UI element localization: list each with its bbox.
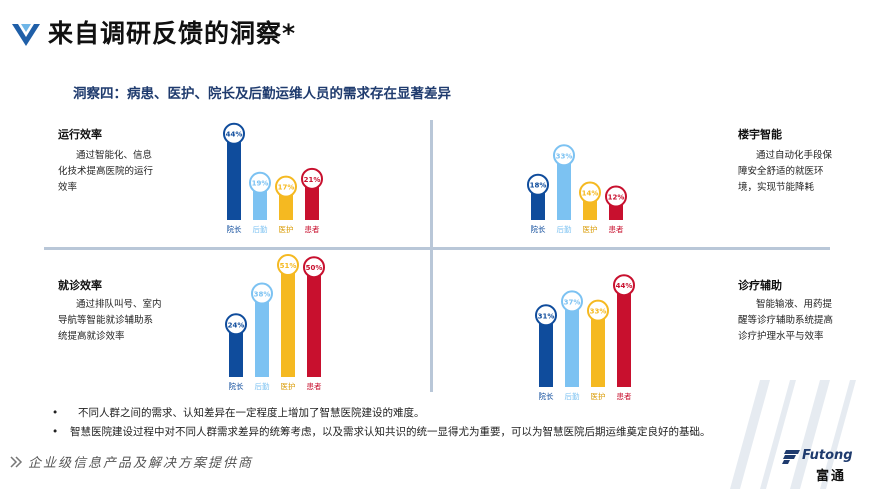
quad-desc-treatment: 智能输液、用药提醒等诊疗辅助系统提高诊疗护理水平与效率	[738, 299, 834, 342]
chart-building-intelligence: 18% 院长 33% 后勤 14% 医护 12% 患者	[527, 144, 627, 234]
data-label: 31%	[538, 312, 555, 320]
category-label: 后勤	[253, 224, 268, 234]
insight-subtitle: 洞察四：病患、医护、院长及后勤运维人员的需求存在显著差异	[73, 86, 451, 102]
chart-operation-efficiency: 44% 院长 19% 后勤 17% 医护 21% 患者	[223, 122, 323, 234]
data-label: 51%	[280, 262, 297, 270]
category-label: 患者	[307, 381, 322, 391]
bar-bubble	[561, 290, 583, 313]
bar-bubble	[301, 167, 323, 190]
note-bullet: •	[52, 407, 59, 419]
data-label: 24%	[228, 321, 245, 329]
category-label: 医护	[279, 224, 294, 234]
chart-treatment-assist: 31% 院长 37% 后勤 33% 医护 44% 患者	[535, 274, 635, 401]
data-label: 50%	[306, 264, 323, 272]
data-label: 44%	[616, 282, 633, 290]
bar-2	[565, 301, 579, 387]
bar-bubble	[587, 299, 609, 322]
futong-logo-icon	[782, 450, 800, 464]
category-label: 患者	[617, 391, 632, 401]
category-label: 后勤	[557, 224, 572, 234]
quad-desc-visit: 通过排队叫号、室内导航等智能就诊辅助系统提高就诊效率	[58, 299, 162, 342]
data-label: 21%	[304, 176, 321, 184]
data-label: 38%	[254, 291, 271, 299]
data-label: 19%	[252, 180, 269, 188]
bar-bubble	[605, 185, 627, 208]
note-item: • 智慧医院建设过程中对不同人群需求差异的统筹考虑，以及需求认知共识的统一显得尤…	[52, 423, 711, 442]
note-text: 智慧医院建设过程中对不同人群需求差异的统筹考虑，以及需求认知共识的统一显得尤为重…	[70, 426, 711, 438]
category-label: 院长	[227, 224, 242, 234]
bar-bubble	[223, 122, 245, 145]
page-title: 来自调研反馈的洞察*	[48, 19, 297, 48]
chevron-logo-icon	[12, 24, 40, 46]
data-label: 18%	[530, 182, 547, 190]
category-label: 医护	[281, 381, 296, 391]
data-label: 33%	[556, 152, 573, 160]
decorative-stripes	[730, 380, 856, 489]
bar-bubble	[275, 175, 297, 198]
bar-3	[281, 265, 295, 377]
bar-1	[229, 324, 243, 377]
bar-4	[617, 285, 631, 387]
quadrant-divider-vertical	[430, 120, 433, 392]
bar-bubble	[277, 254, 299, 276]
bar-bubble	[303, 256, 325, 279]
bar-2	[255, 293, 269, 377]
bar-bubble	[527, 173, 549, 196]
quad-title-visit: 就诊效率	[58, 279, 102, 292]
bar-bubble	[251, 282, 273, 305]
bar-bubble	[249, 171, 271, 194]
brand-name-cn: 富通	[816, 469, 847, 484]
category-label: 院长	[531, 224, 546, 234]
quad-title-operation: 运行效率	[58, 128, 102, 141]
quad-desc-operation: 通过智能化、信息化技术提高医院的运行效率	[58, 150, 154, 193]
double-chevron-icon	[10, 456, 23, 468]
data-label: 33%	[590, 308, 607, 316]
category-label: 医护	[583, 224, 598, 234]
note-item: • 不同人群之间的需求、认知差异在一定程度上增加了智慧医院建设的难度。	[52, 404, 711, 423]
bar-2	[557, 155, 571, 220]
data-label: 37%	[564, 298, 581, 306]
brand-logo: Futong 富通	[782, 448, 872, 484]
data-label: 14%	[582, 190, 599, 198]
data-label: 44%	[226, 131, 243, 139]
category-label: 后勤	[565, 391, 580, 401]
data-label: 12%	[608, 193, 625, 201]
header: 来自调研反馈的洞察*	[0, 0, 878, 62]
quad-title-building: 楼宇智能	[738, 128, 782, 141]
bar-bubble	[579, 181, 601, 204]
bar-1	[227, 133, 241, 220]
bar-1	[539, 315, 553, 387]
category-label: 院长	[229, 381, 244, 391]
quadrant-divider-horizontal	[44, 247, 830, 250]
quad-desc-building: 通过自动化手段保障安全舒适的就医环境，实现节能降耗	[738, 150, 833, 193]
bar-bubble	[535, 304, 557, 327]
note-text: 不同人群之间的需求、认知差异在一定程度上增加了智慧医院建设的难度。	[78, 407, 425, 419]
category-label: 后勤	[255, 381, 270, 391]
quad-title-treatment: 诊疗辅助	[738, 279, 782, 292]
bar-3	[591, 310, 605, 387]
footer-slogan: 企业级信息产品及解决方案提供商	[28, 456, 254, 471]
category-label: 医护	[591, 391, 606, 401]
bar-4	[307, 267, 321, 377]
category-label: 院长	[539, 391, 554, 401]
category-label: 患者	[609, 224, 624, 234]
bar-bubble	[553, 144, 575, 167]
category-label: 患者	[305, 224, 320, 234]
note-bullet: •	[52, 426, 59, 438]
brand-name-en: Futong	[802, 448, 853, 463]
notes: • 不同人群之间的需求、认知差异在一定程度上增加了智慧医院建设的难度。 • 智慧…	[52, 404, 711, 442]
bar-bubble	[613, 274, 635, 297]
data-label: 17%	[278, 184, 295, 192]
bar-bubble	[225, 313, 247, 336]
chart-visit-efficiency: 24% 院长 38% 后勤 51% 医护 50% 患者	[225, 254, 325, 391]
